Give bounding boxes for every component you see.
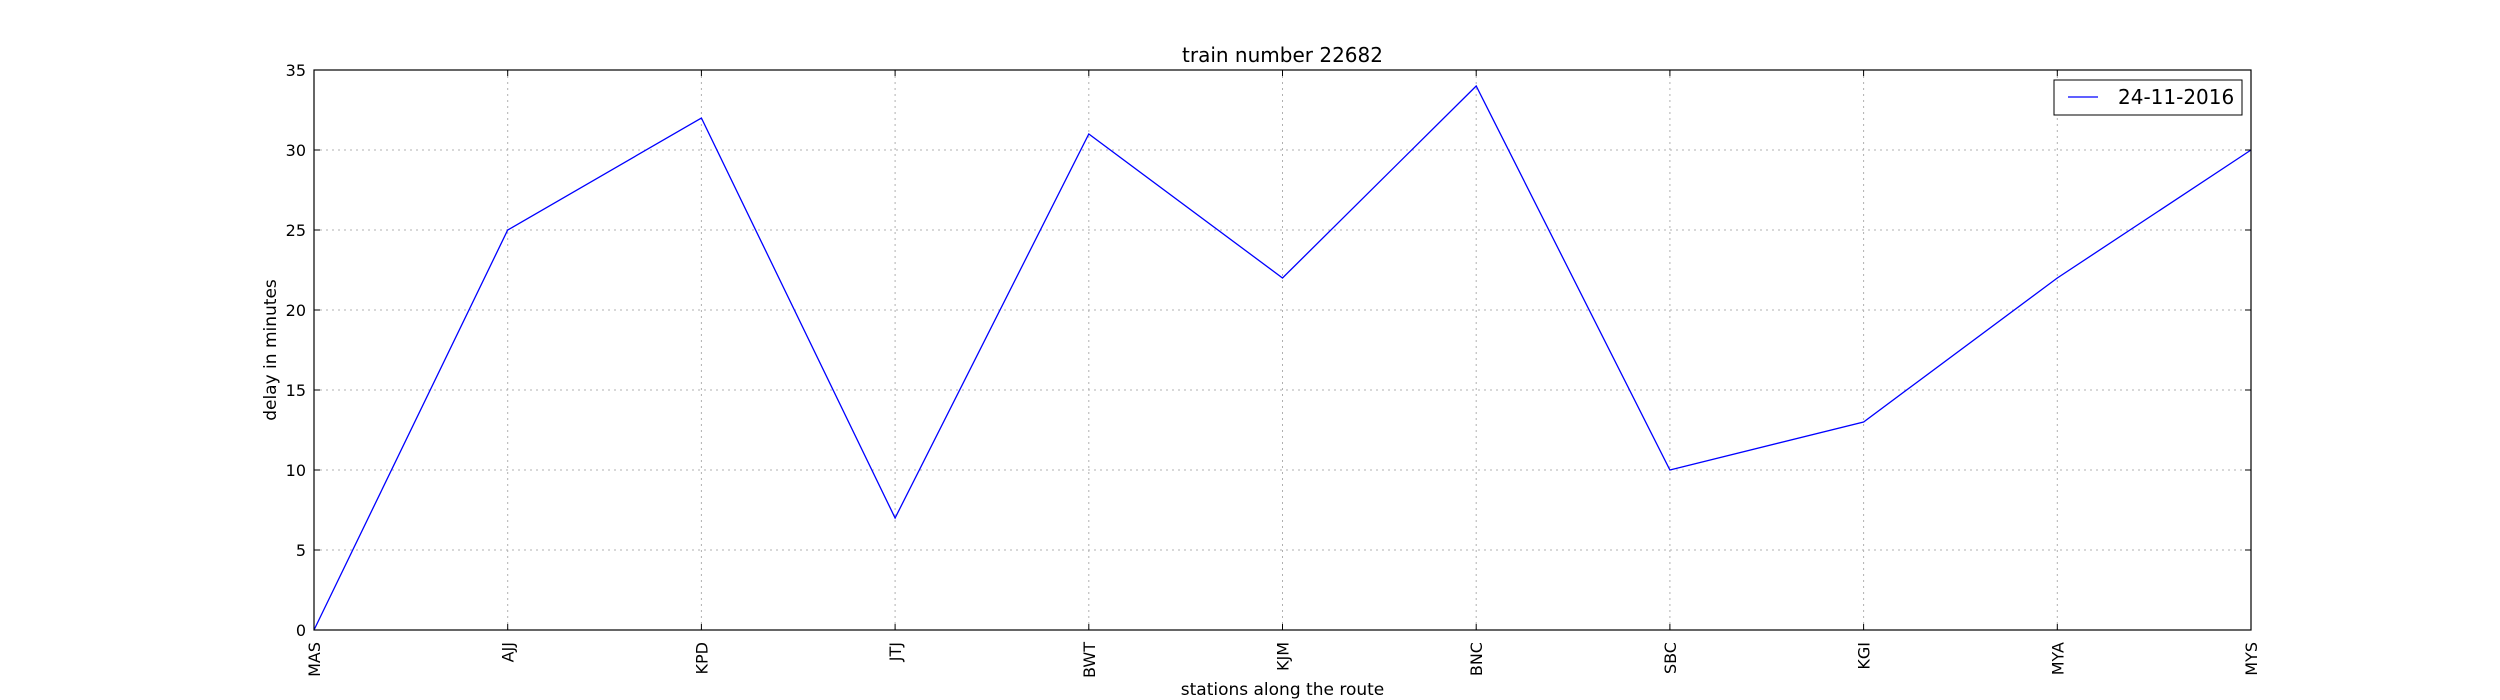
x-tick-label: BWT [1080,642,1099,678]
y-axis-title: delay in minutes [261,279,281,421]
y-tick-label: 5 [296,541,306,560]
series-line [313,84,2252,631]
grid-layer [314,70,2251,630]
y-tick-label: 0 [296,621,306,640]
x-tick-label: KGI [1855,642,1874,670]
y-tick-label: 10 [286,461,306,480]
x-axis-title: stations along the route [1181,680,1385,700]
x-tick-label: MAS [305,642,324,677]
legend-label: 24-11-2016 [2118,85,2234,109]
chart-title: train number 22682 [1182,43,1383,67]
x-tick-label: KPD [692,642,711,674]
x-tick-label: SBC [1661,642,1680,674]
y-tick-label: 15 [286,381,306,400]
y-tick-label: 25 [286,221,306,240]
y-tick-label: 20 [286,301,306,320]
x-tick-label: AJJ [499,642,518,662]
tick-layer: MAS AJJ KPD JTJ BWT KJM BNC SBC KGI MYA MYS 0 5 10 15 2… [286,61,2261,678]
x-tick-label: KJM [1274,642,1293,671]
y-tick-label: 30 [286,141,306,160]
series-layer [313,84,2252,631]
x-tick-label: JTJ [886,642,905,662]
legend: 24-11-2016 [2053,79,2243,116]
x-tick-label: MYA [2048,642,2067,675]
y-tick-label: 35 [286,61,306,80]
x-tick-label: MYS [2242,642,2261,676]
x-tick-label: BNC [1467,642,1486,676]
